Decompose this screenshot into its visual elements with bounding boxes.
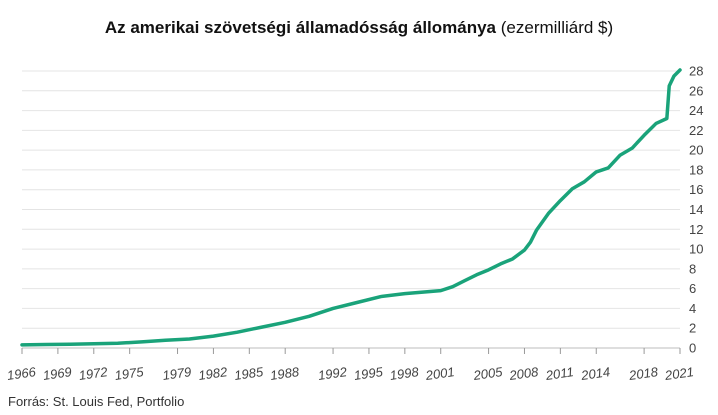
x-tick-label: 1966: [6, 364, 37, 383]
grid-lines: [22, 70, 680, 349]
y-tick-label: 10: [689, 242, 703, 257]
x-tick-label: 2011: [544, 364, 575, 383]
x-tick-label: 1972: [78, 364, 109, 383]
x-tick-label: 2005: [472, 364, 504, 383]
y-tick-label: 22: [689, 123, 703, 138]
y-tick-label: 14: [689, 202, 703, 217]
y-tick-label: 20: [689, 143, 703, 158]
x-tick-label: 1982: [197, 364, 228, 383]
x-tick-label: 1992: [317, 364, 348, 383]
x-tick-label: 1998: [389, 364, 420, 383]
x-tick-label: 2021: [663, 364, 695, 383]
x-tick-label: 1979: [162, 364, 193, 383]
y-tick-label: 28: [689, 64, 703, 79]
x-tick-label: 2018: [627, 364, 659, 383]
y-tick-label: 2: [689, 321, 696, 336]
y-tick-label: 8: [689, 261, 696, 276]
chart-title-unit: (ezermilliárd $): [500, 18, 614, 37]
y-tick-label: 6: [689, 281, 696, 296]
x-tick-label: 2001: [424, 364, 456, 383]
x-tick-label: 1975: [114, 364, 145, 383]
y-tick-label: 16: [689, 182, 703, 197]
x-tick-label: 1985: [233, 364, 264, 383]
x-tick-label: 1995: [353, 364, 384, 383]
series-line: [20, 68, 682, 347]
x-tick-label: 2008: [507, 364, 539, 383]
y-tick-label: 24: [689, 103, 703, 118]
source-note: Forrás: St. Louis Fed, Portfolio: [8, 394, 185, 409]
y-tick-label: 26: [689, 83, 703, 98]
x-tick-label: 1988: [269, 364, 300, 383]
y-tick-label: 18: [689, 162, 703, 177]
x-axis-ticks: 1966 1969 1972 1975 1979 1982 1985 1988 1992 1995…: [6, 348, 695, 383]
x-tick-label: 1969: [42, 364, 73, 383]
chart-title: Az amerikai szövetségi államadósság állo…: [0, 18, 718, 38]
y-tick-label: 4: [689, 301, 696, 316]
y-tick-label: 12: [689, 222, 703, 237]
y-tick-label: 0: [689, 341, 696, 356]
x-tick-label: 2014: [579, 364, 611, 383]
chart-title-main: Az amerikai szövetségi államadósság állo…: [104, 18, 497, 37]
